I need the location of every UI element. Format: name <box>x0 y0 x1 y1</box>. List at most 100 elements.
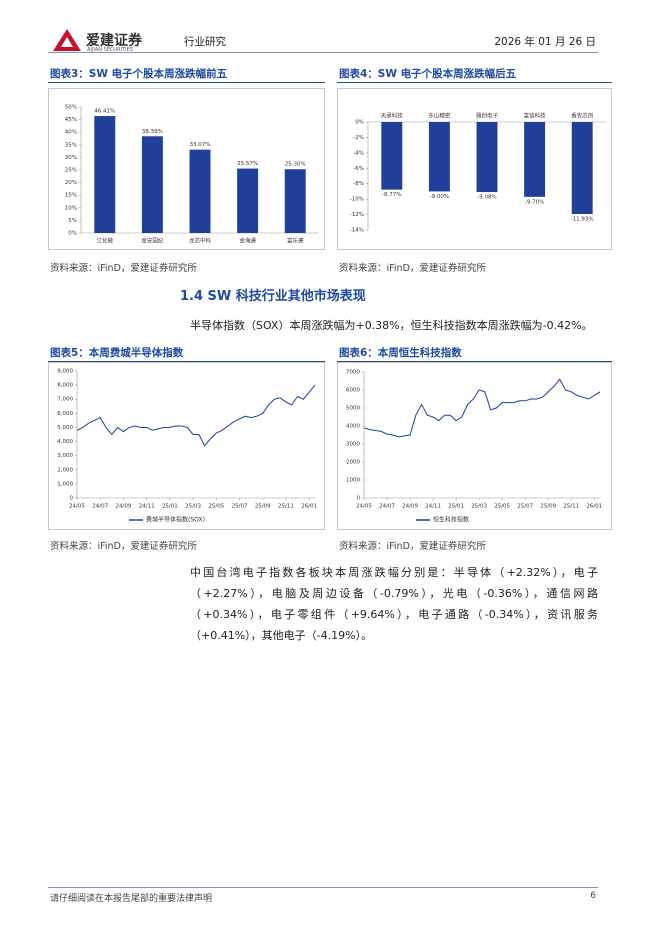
y-tick-label: 25% <box>65 168 77 174</box>
y-tick-label: 10% <box>65 205 77 211</box>
bar <box>428 122 450 192</box>
x-tick-label: 25/11 <box>278 504 294 510</box>
x-tick-label: 25/09 <box>540 504 556 510</box>
x-tick-label: 25/05 <box>208 504 224 510</box>
bar <box>94 116 116 233</box>
figure-title: 图表4：SW 电子个股本周涨跌幅后五 <box>339 68 517 80</box>
page-number: 6 <box>590 891 596 901</box>
y-tick-label: 3,000 <box>57 453 73 459</box>
figure-rule <box>48 82 325 83</box>
brand: 爱建证券 <box>86 33 142 49</box>
figure-rule <box>48 361 325 362</box>
y-tick-label: 5% <box>68 218 77 224</box>
figure-title: 图表5：本周费城半导体指数 <box>50 347 184 359</box>
y-tick-label: 30% <box>65 155 77 161</box>
bar <box>571 122 593 215</box>
y-tick-label: -4% <box>353 150 364 156</box>
x-tick-label: 24/11 <box>139 504 155 510</box>
source-note: 资料来源：iFinD，爱建证券研究所 <box>50 263 197 274</box>
x-tick-label: 24/07 <box>379 504 395 510</box>
y-tick-label: 40% <box>65 130 77 136</box>
bar <box>476 122 498 193</box>
y-tick-label: 50% <box>65 105 77 111</box>
x-tick-label: 25/01 <box>448 504 464 510</box>
value-label: -9.70% <box>525 199 544 205</box>
y-tick-label: 20% <box>65 180 77 186</box>
value-label: 25.57% <box>237 161 258 167</box>
value-label: -8.77% <box>382 192 401 198</box>
chart: 0% -2% -4% -6% -8% -10% -12% -14% -8.77% 天承科技 -9.0… <box>337 88 612 250</box>
value-label: 46.41% <box>94 109 115 115</box>
x-tick-label: 24/07 <box>92 504 108 510</box>
y-tick-label: 4,000 <box>57 439 73 445</box>
logo-mark <box>53 29 81 51</box>
section-title: 1.4 SW 科技行业其他市场表现 <box>180 289 366 304</box>
x-tick-label: 雅创电子 <box>476 112 499 120</box>
x-tick-label: 天承科技 <box>381 112 404 120</box>
y-tick-label: -10% <box>350 197 364 203</box>
source-note: 资料来源：iFinD，爱建证券研究所 <box>50 541 197 552</box>
figure-title: 图表3：SW 电子个股本周涨跌幅前五 <box>50 68 228 80</box>
report-date: 2026 年 01 月 26 日 <box>494 36 596 48</box>
figure-rule <box>337 361 612 362</box>
y-tick-label: 7,000 <box>57 397 73 403</box>
y-tick-label: 0 <box>357 496 361 502</box>
y-tick-label: -6% <box>353 166 364 172</box>
x-tick-label: 富乐德 <box>287 237 304 245</box>
figure-rule <box>337 82 612 83</box>
x-tick-label: 26/01 <box>586 504 602 510</box>
bar <box>524 122 546 197</box>
disclaimer: 请仔细阅读在本报告尾部的重要法律声明 <box>50 894 213 904</box>
y-tick-label: -2% <box>353 135 364 141</box>
y-tick-label: 2000 <box>346 460 360 466</box>
x-tick-label: 25/03 <box>185 504 201 510</box>
value-label: -9.08% <box>477 195 496 201</box>
x-tick-label: 金安国纪 <box>141 237 164 245</box>
chart: 0% 5% 10% 15% 20% 25% 30% 35% 40% 45% 50% 46.41% 江化微… <box>48 88 325 250</box>
value-label: 33.07% <box>190 142 211 148</box>
y-tick-label: 2,000 <box>57 467 73 473</box>
bar <box>237 168 259 233</box>
value-label: 25.30% <box>285 162 306 168</box>
x-tick-label: 25/11 <box>563 504 579 510</box>
value-label: -11.93% <box>571 217 594 223</box>
x-tick-label: 富信科技 <box>524 112 547 120</box>
series-line <box>363 378 601 438</box>
source-note: 资料来源：iFinD，爱建证券研究所 <box>339 541 486 552</box>
x-tick-label: 25/01 <box>162 504 178 510</box>
x-tick-label: 24/09 <box>116 504 132 510</box>
y-tick-label: 1000 <box>346 478 360 484</box>
value-label: 38.39% <box>142 129 163 135</box>
y-tick-label: 7000 <box>346 370 360 376</box>
x-tick-label: 江化微 <box>97 237 114 245</box>
figure-title: 图表6：本周恒生科技指数 <box>339 347 462 359</box>
header-rule <box>48 52 598 53</box>
brand-en: AIJIAN SECURITIES <box>87 47 133 53</box>
x-tick-label: 25/07 <box>232 504 248 510</box>
bar <box>284 169 306 233</box>
y-tick-label: 1,000 <box>57 481 73 487</box>
bar <box>141 136 163 233</box>
y-tick-label: 3000 <box>346 442 360 448</box>
x-tick-label: 24/05 <box>69 504 85 510</box>
source-note: 资料来源：iFinD，爱建证券研究所 <box>339 263 486 274</box>
x-tick-label: 24/09 <box>402 504 418 510</box>
legend-label: 恒生科技指数 <box>433 516 469 524</box>
y-tick-label: -12% <box>350 212 364 218</box>
y-tick-label: 0% <box>68 231 77 237</box>
x-tick-label: 24/11 <box>425 504 441 510</box>
x-tick-label: 25/07 <box>517 504 533 510</box>
legend-label: 费城半导体指数(SOX) <box>146 516 205 524</box>
x-tick-label: 香农芯创 <box>571 112 593 120</box>
bar <box>189 149 211 233</box>
report-category: 行业研究 <box>184 36 226 48</box>
chart: 0 1000 2000 3000 4000 5000 6000 7000 24/05 24/07 2… <box>337 362 612 530</box>
x-tick-label: 25/03 <box>471 504 487 510</box>
y-tick-label: -14% <box>350 228 364 234</box>
y-tick-label: 0 <box>70 496 74 502</box>
y-tick-label: 35% <box>65 142 77 148</box>
x-tick-label: 龙芯中科 <box>189 237 212 245</box>
value-label: -9.00% <box>430 194 449 200</box>
y-tick-label: 0% <box>355 120 364 126</box>
y-tick-label: 4000 <box>346 424 360 430</box>
